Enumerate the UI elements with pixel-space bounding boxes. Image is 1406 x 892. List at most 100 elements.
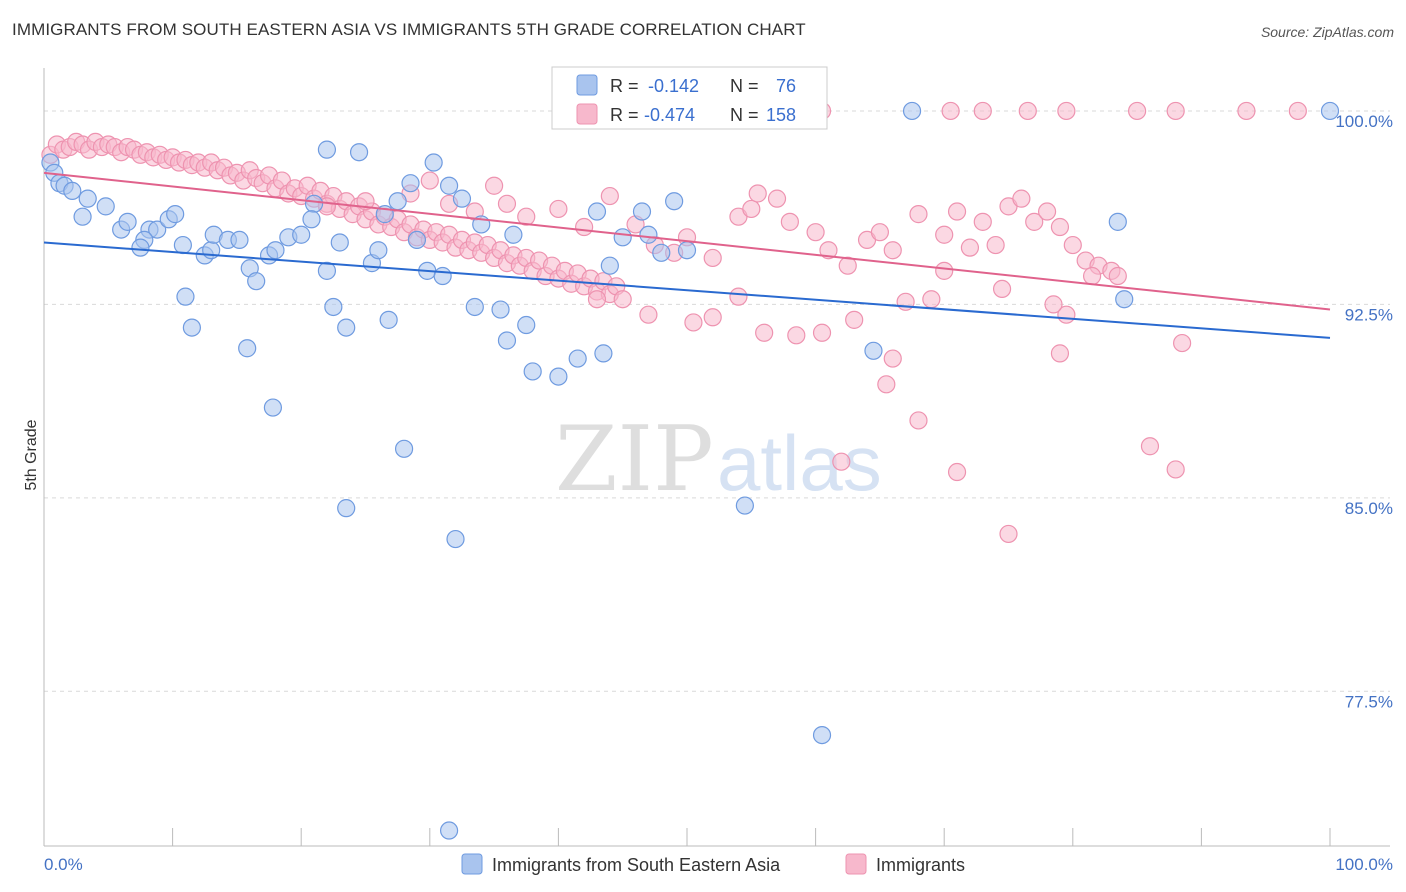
point-sea-16 <box>173 235 192 255</box>
legend-swatch-immigrants <box>845 853 867 875</box>
point-sea-29 <box>302 210 321 229</box>
point-immigrants-128 <box>1050 217 1070 237</box>
point-sea-76 <box>1108 212 1127 231</box>
watermark-zip: ZIP <box>555 407 714 512</box>
point-sea-7 <box>73 207 92 226</box>
point-sea-61 <box>369 241 388 260</box>
point-immigrants-150 <box>935 261 954 280</box>
point-immigrants-126 <box>1025 212 1044 231</box>
point-sea-14 <box>166 205 185 224</box>
point-sea-81 <box>812 725 832 745</box>
legend-r-value-1: -0.142 <box>648 76 699 96</box>
point-sea-49 <box>523 362 542 381</box>
source-credit: Source: ZipAtlas.com <box>1260 24 1394 40</box>
point-immigrants-123 <box>986 235 1005 255</box>
point-sea-32 <box>349 143 369 162</box>
point-sea-25 <box>266 241 285 260</box>
point-sea-52 <box>587 202 607 221</box>
point-immigrants-117 <box>883 241 902 260</box>
point-sea-65 <box>238 339 257 358</box>
point-sea-38 <box>407 230 427 250</box>
legend-swatch-sea <box>461 853 483 875</box>
point-immigrants-113 <box>819 241 838 260</box>
point-sea-60 <box>677 241 697 260</box>
point-immigrants-112 <box>806 223 825 242</box>
point-immigrants-167 <box>1288 101 1307 121</box>
point-sea-78 <box>1115 290 1134 309</box>
point-immigrants-97 <box>497 194 517 213</box>
point-immigrants-109 <box>748 184 767 203</box>
point-immigrants-110 <box>767 189 787 208</box>
point-immigrants-165 <box>1166 101 1185 121</box>
point-immigrants-142 <box>947 462 967 482</box>
trend-lines <box>43 171 1331 339</box>
point-sea-80 <box>735 496 754 515</box>
point-sea-66 <box>263 398 283 417</box>
y-tick-label-1: 92.5% <box>1345 305 1393 324</box>
point-immigrants-129 <box>1063 235 1082 255</box>
trend-line-immigrants <box>43 171 1331 311</box>
point-immigrants-101 <box>600 186 619 206</box>
point-sea-5 <box>78 189 97 208</box>
point-sea-55 <box>613 228 632 247</box>
point-immigrants-154 <box>812 323 832 342</box>
point-sea-57 <box>639 225 658 244</box>
point-immigrants-163 <box>1057 101 1076 121</box>
axes <box>43 68 1390 847</box>
point-sea-31 <box>317 140 337 159</box>
point-immigrants-137 <box>1050 344 1070 363</box>
point-immigrants-149 <box>922 290 941 309</box>
point-immigrants-143 <box>1140 437 1160 456</box>
point-immigrants-91 <box>356 192 375 211</box>
x-tick-labels: 0.0% 100.0% <box>44 855 1393 874</box>
point-sea-45 <box>465 297 484 317</box>
point-immigrants-116 <box>870 223 890 242</box>
point-sea-30 <box>317 261 337 280</box>
point-immigrants-155 <box>587 290 607 309</box>
legend-box-frame <box>551 66 828 130</box>
point-sea-77 <box>1320 101 1340 121</box>
point-sea-23 <box>247 272 266 291</box>
point-immigrants-96 <box>485 176 504 195</box>
point-immigrants-100 <box>575 217 594 237</box>
point-sea-21 <box>230 230 249 250</box>
point-immigrants-140 <box>877 375 896 394</box>
point-sea-4 <box>63 181 82 201</box>
point-sea-40 <box>424 153 443 172</box>
point-sea-58 <box>652 243 671 262</box>
point-immigrants-120 <box>947 202 967 221</box>
point-immigrants-135 <box>1108 266 1127 286</box>
point-immigrants-166 <box>1237 101 1256 121</box>
point-immigrants-99 <box>549 199 568 219</box>
point-sea-70 <box>394 439 414 458</box>
x-tick-label-0: 0.0% <box>44 855 83 874</box>
legend-n-label-2: N = <box>730 105 759 125</box>
y-tick-label-2: 85.0% <box>1345 499 1393 518</box>
point-immigrants-153 <box>787 326 806 345</box>
legend-box-swatch-pink <box>576 103 598 125</box>
point-immigrants-162 <box>1018 101 1037 121</box>
bottom-legend: Immigrants from South Eastern Asia Immig… <box>461 853 965 875</box>
point-sea-27 <box>292 225 311 244</box>
point-immigrants-152 <box>755 323 774 342</box>
legend-n-label-1: N = <box>730 76 759 96</box>
legend-r-label-2: R = <box>610 105 639 125</box>
point-sea-37 <box>401 174 420 193</box>
legend-n-value-1: 76 <box>776 76 796 96</box>
point-sea-53 <box>594 344 613 363</box>
point-sea-28 <box>304 194 324 213</box>
point-immigrants-108 <box>742 199 761 219</box>
legend-r-value-2: -0.474 <box>644 105 695 125</box>
point-sea-50 <box>549 367 568 386</box>
point-sea-35 <box>388 192 407 211</box>
point-immigrants-157 <box>703 308 722 327</box>
legend-box-swatch-blue <box>576 74 598 96</box>
point-sea-44 <box>504 225 523 244</box>
point-immigrants-127 <box>1037 202 1057 221</box>
point-immigrants-121 <box>960 238 980 257</box>
point-sea-79 <box>864 341 883 360</box>
point-sea-11 <box>148 220 167 239</box>
point-immigrants-145 <box>999 524 1018 544</box>
point-sea-69 <box>337 499 356 518</box>
point-immigrants-133 <box>992 279 1012 299</box>
